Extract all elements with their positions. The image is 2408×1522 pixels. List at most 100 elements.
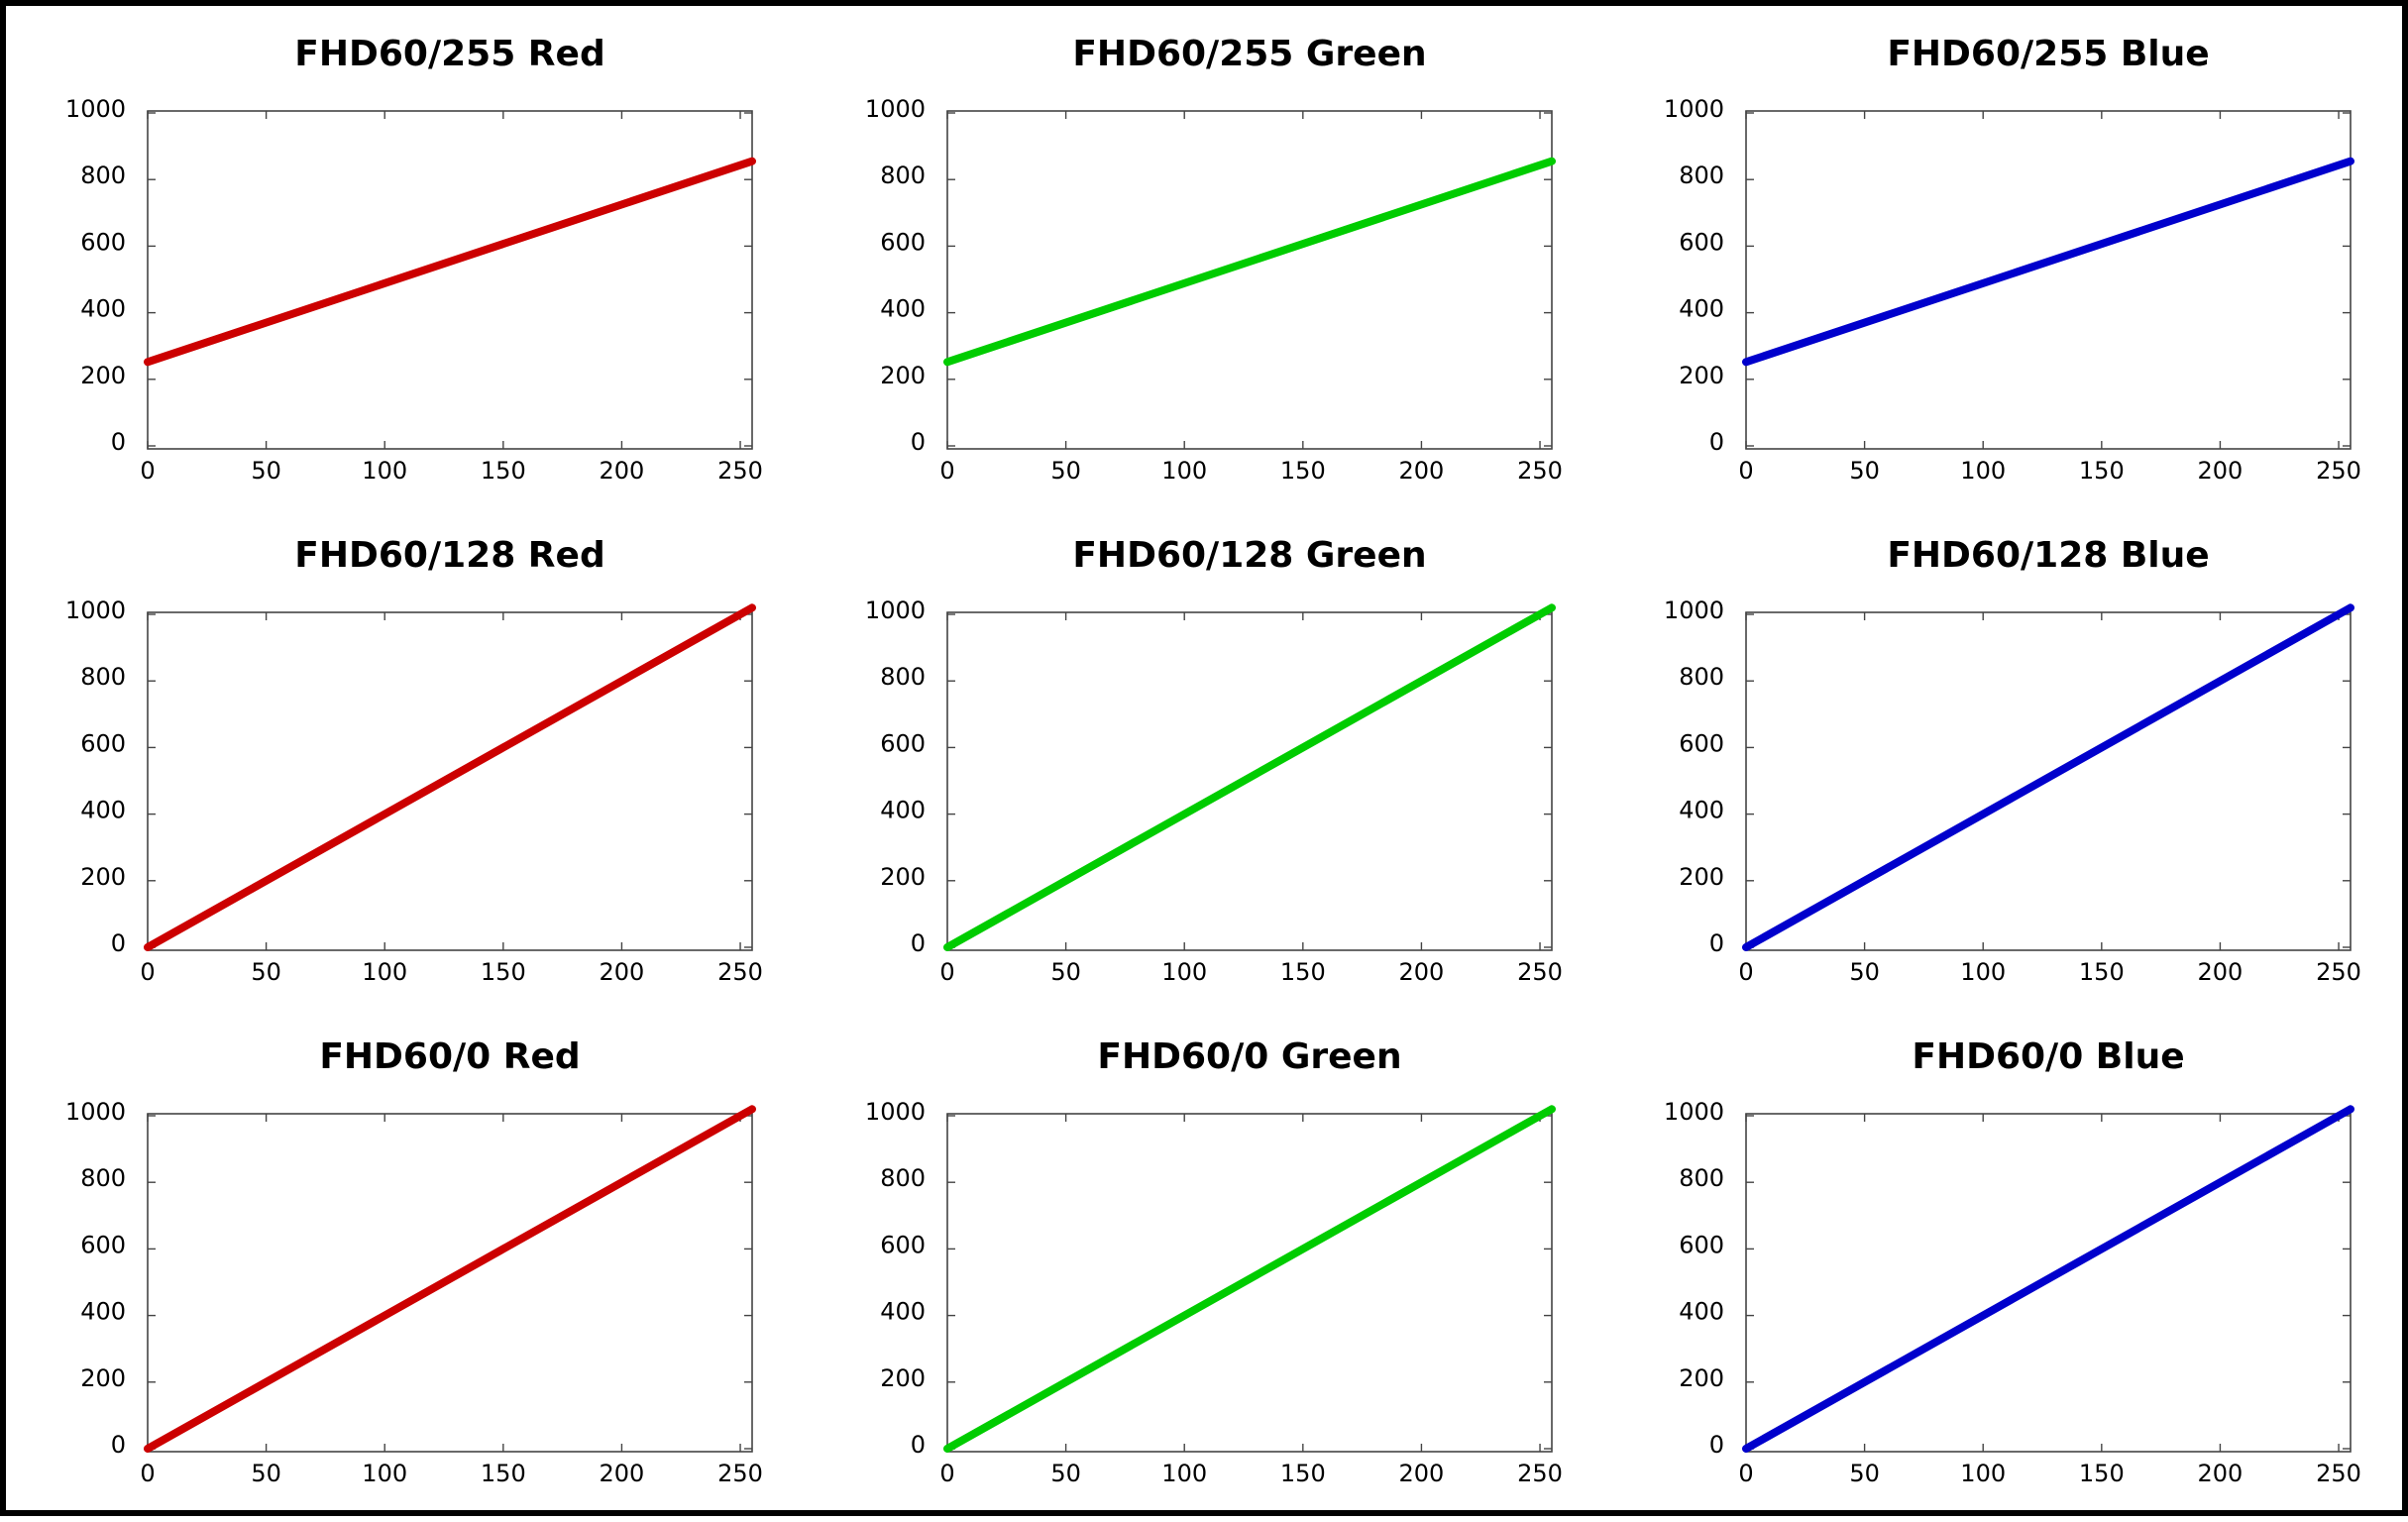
y-tick-label: 400	[80, 797, 126, 824]
chart-panel-2: FHD60/255 Green 0 50 100 150 200 250 0 200 400 600…	[865, 34, 1563, 485]
chart-title: FHD60/0 Red	[319, 1036, 580, 1077]
x-tick-label: 0	[1738, 1460, 1753, 1487]
x-tick-label: 250	[1517, 1460, 1563, 1487]
y-tick-label: 0	[1709, 1431, 1724, 1459]
x-tick-label: 0	[939, 1460, 954, 1487]
y-tick-label: 1000	[1664, 95, 1724, 123]
y-tick-label: 600	[80, 228, 126, 256]
chart-title: FHD60/255 Green	[1072, 34, 1426, 74]
x-tick-label: 200	[1399, 958, 1445, 986]
y-tick-label: 400	[880, 295, 926, 323]
y-tick-label: 0	[1709, 929, 1724, 957]
x-tick-label: 100	[1960, 457, 2006, 485]
y-tick-label: 400	[80, 295, 126, 323]
chart-title: FHD60/128 Blue	[1887, 535, 2209, 576]
y-tick-label: 600	[80, 729, 126, 757]
x-tick-label: 150	[481, 1460, 526, 1487]
x-tick-label: 50	[1849, 958, 1880, 986]
x-tick-label: 250	[2316, 1460, 2361, 1487]
y-tick-label: 0	[911, 929, 926, 957]
x-tick-label: 0	[140, 1460, 155, 1487]
y-tick-label: 600	[880, 729, 926, 757]
series-line-red	[144, 603, 756, 951]
y-tick-label: 400	[880, 797, 926, 824]
x-tick-label: 200	[2198, 457, 2244, 485]
y-tick-label: 600	[80, 1231, 126, 1258]
x-tick-label: 100	[1161, 457, 1207, 485]
x-tick-label: 100	[362, 457, 407, 485]
y-tick-label: 800	[1679, 1164, 1724, 1192]
series-line-blue	[1742, 1105, 2354, 1453]
x-tick-label: 50	[251, 457, 281, 485]
y-tick-label: 200	[880, 362, 926, 389]
x-tick-label: 150	[2079, 958, 2125, 986]
x-tick-label: 250	[717, 1460, 763, 1487]
x-tick-label: 200	[600, 1460, 645, 1487]
y-tick-label: 600	[880, 228, 926, 256]
x-tick-label: 50	[1050, 958, 1081, 986]
x-tick-label: 200	[1399, 1460, 1445, 1487]
x-tick-label: 200	[2198, 1460, 2244, 1487]
chart-panel-9: FHD60/0 Blue 0 50 100 150 200 250 0 200 400 600 800…	[1664, 1036, 2361, 1487]
y-tick-label: 400	[1679, 295, 1724, 323]
x-tick-label: 250	[2316, 958, 2361, 986]
y-tick-label: 400	[1679, 797, 1724, 824]
y-tick-label: 800	[1679, 663, 1724, 691]
y-tick-label: 200	[1679, 1364, 1724, 1392]
y-tick-label: 800	[880, 1164, 926, 1192]
y-tick-label: 1000	[865, 597, 926, 624]
chart-panel-3: FHD60/255 Blue 0 50 100 150 200 250 0 200 400 600 8…	[1664, 34, 2361, 485]
chart-title: FHD60/128 Green	[1072, 535, 1426, 576]
x-tick-label: 50	[251, 1460, 281, 1487]
y-tick-label: 200	[1679, 362, 1724, 389]
x-tick-label: 0	[1738, 958, 1753, 986]
y-tick-label: 200	[80, 863, 126, 891]
y-tick-label: 800	[1679, 162, 1724, 189]
y-tick-label: 1000	[65, 597, 126, 624]
y-tick-label: 1000	[1664, 1098, 1724, 1126]
y-tick-label: 1000	[1664, 597, 1724, 624]
x-tick-label: 250	[717, 958, 763, 986]
series-line-green	[943, 1105, 1556, 1453]
chart-title: FHD60/0 Green	[1097, 1036, 1401, 1077]
x-tick-label: 0	[939, 457, 954, 485]
x-tick-label: 0	[140, 958, 155, 986]
x-tick-label: 200	[1399, 457, 1445, 485]
y-tick-label: 200	[880, 863, 926, 891]
y-tick-label: 800	[80, 663, 126, 691]
x-tick-label: 150	[1280, 457, 1326, 485]
y-tick-label: 200	[80, 1364, 126, 1392]
y-tick-label: 800	[880, 663, 926, 691]
y-tick-label: 1000	[865, 95, 926, 123]
x-tick-label: 150	[2079, 1460, 2125, 1487]
x-tick-label: 250	[1517, 958, 1563, 986]
y-tick-label: 1000	[65, 95, 126, 123]
x-tick-label: 50	[1050, 1460, 1081, 1487]
x-tick-label: 250	[1517, 457, 1563, 485]
x-tick-label: 150	[1280, 958, 1326, 986]
x-tick-label: 200	[2198, 958, 2244, 986]
y-tick-label: 0	[111, 929, 126, 957]
x-tick-label: 100	[362, 958, 407, 986]
y-tick-label: 600	[880, 1231, 926, 1258]
plot-frame	[147, 110, 753, 450]
y-tick-label: 400	[80, 1298, 126, 1326]
y-tick-label: 0	[911, 428, 926, 456]
series-line-green	[943, 603, 1556, 951]
y-tick-label: 600	[1679, 228, 1724, 256]
x-tick-label: 0	[939, 958, 954, 986]
chart-panel-7: FHD60/0 Red 0 50 100 150 200 250 0 200 400 600 800 1…	[65, 1036, 763, 1487]
y-tick-label: 800	[80, 1164, 126, 1192]
plot-frame	[946, 110, 1553, 450]
plot-frame	[946, 1113, 1553, 1453]
x-tick-label: 150	[481, 958, 526, 986]
plot-frame	[1745, 1113, 2352, 1453]
y-tick-label: 600	[1679, 729, 1724, 757]
y-tick-label: 1000	[65, 1098, 126, 1126]
x-tick-label: 50	[1849, 1460, 1880, 1487]
y-tick-label: 0	[1709, 428, 1724, 456]
x-tick-label: 150	[2079, 457, 2125, 485]
chart-panel-1: FHD60/255 Red 0 50 100 150 200 250 0 200 400 600 80…	[65, 34, 763, 485]
x-tick-label: 50	[251, 958, 281, 986]
